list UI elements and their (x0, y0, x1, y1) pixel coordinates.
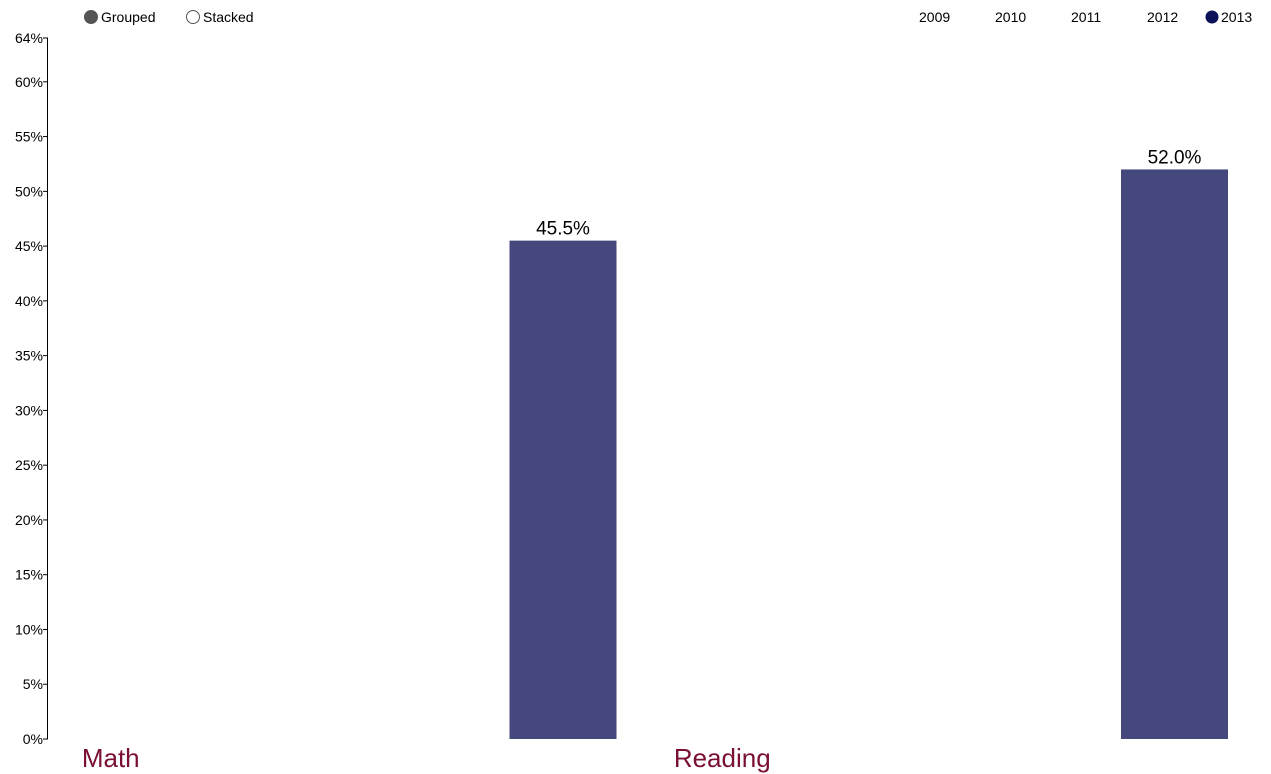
y-tick-label: 25% (15, 457, 43, 473)
year-2013-option[interactable]: 2013 (1205, 9, 1253, 25)
y-tick-label: 50% (15, 183, 43, 199)
category-label-reading: Reading (674, 743, 771, 773)
stacked-option[interactable]: Stacked (186, 9, 254, 25)
y-axis: 0% 5% 10% 15% 20% 25% 30% 35% 40% 45% 50% 55% 60% 64% (15, 30, 48, 747)
year-2012-option[interactable]: 2012 (1147, 9, 1178, 25)
y-tick-label: 40% (15, 293, 43, 309)
y-tick-label: 64% (15, 30, 43, 46)
year-2010-option[interactable]: 2010 (995, 9, 1026, 25)
category-label-math: Math (82, 743, 140, 773)
y-tick-label: 30% (15, 402, 43, 418)
y-tick-label: 55% (15, 129, 43, 145)
grouped-option[interactable]: Grouped (84, 9, 156, 25)
y-tick-label: 10% (15, 621, 43, 637)
y-tick-label: 35% (15, 348, 43, 364)
y-tick-label: 20% (15, 512, 43, 528)
year-2009-option[interactable]: 2009 (919, 9, 950, 25)
bar-reading[interactable] (1121, 169, 1228, 739)
y-tick-label: 5% (23, 676, 43, 692)
y-tick-label: 45% (15, 238, 43, 254)
layout-toggle: Grouped Stacked (84, 9, 254, 25)
y-tick-label: 60% (15, 74, 43, 90)
y-tick-label: 0% (23, 731, 43, 747)
y-tick-label: 15% (15, 567, 43, 583)
stacked-label[interactable]: Stacked (203, 9, 254, 25)
grouped-radio-icon[interactable] (84, 10, 98, 24)
year-2013-radio-icon[interactable] (1205, 10, 1219, 24)
bar-math[interactable] (509, 240, 617, 739)
category-labels: Math Reading (82, 743, 771, 773)
bars (509, 169, 1228, 739)
year-selector: 2009 2010 2011 2012 2013 (919, 9, 1252, 25)
value-label-math: 45.5% (536, 219, 590, 240)
year-2013-label[interactable]: 2013 (1221, 9, 1252, 25)
grouped-label[interactable]: Grouped (101, 9, 155, 25)
year-2011-option[interactable]: 2011 (1071, 9, 1101, 25)
value-labels: 45.5% 52.0% (536, 147, 1201, 239)
value-label-reading: 52.0% (1148, 147, 1202, 168)
stacked-radio-icon[interactable] (186, 10, 200, 24)
